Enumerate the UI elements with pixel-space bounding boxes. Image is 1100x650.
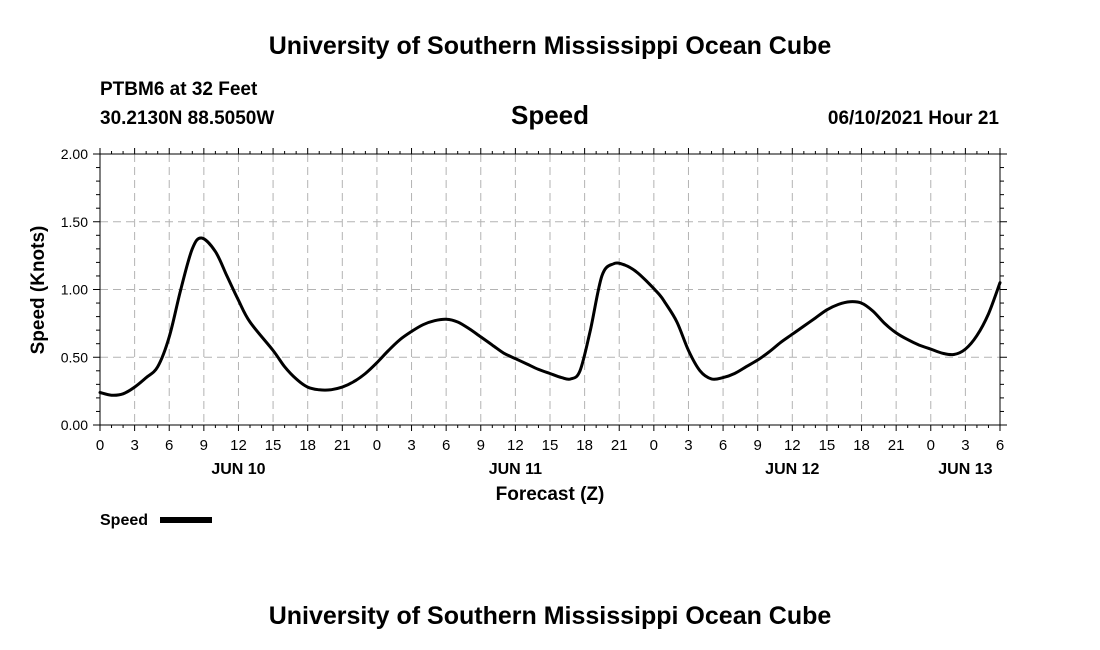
x-tick-label: 6 xyxy=(442,437,450,454)
top-title: University of Southern Mississippi Ocean… xyxy=(269,32,832,60)
bottom-title: University of Southern Mississippi Ocean… xyxy=(269,602,832,630)
x-tick-label: 12 xyxy=(230,437,247,454)
location-label: 30.2130N 88.5050W xyxy=(100,108,274,129)
x-tick-label: 18 xyxy=(853,437,870,454)
x-tick-label: 0 xyxy=(373,437,381,454)
x-tick-label: 15 xyxy=(265,437,282,454)
legend-label: Speed xyxy=(100,512,148,529)
x-tick-label: 0 xyxy=(650,437,658,454)
legend-swatch xyxy=(160,517,212,523)
x-tick-label: 9 xyxy=(754,437,762,454)
x-axis-label: Forecast (Z) xyxy=(496,484,605,505)
x-tick-label: 21 xyxy=(611,437,628,454)
x-tick-label: 3 xyxy=(961,437,969,454)
x-tick-label: 6 xyxy=(165,437,173,454)
y-tick-label: 2.00 xyxy=(61,146,88,162)
y-axis-label: Speed (Knots) xyxy=(28,226,49,355)
x-tick-label: 18 xyxy=(576,437,593,454)
x-tick-label: 0 xyxy=(927,437,935,454)
plot-frame xyxy=(99,153,1001,426)
x-tick-label: 9 xyxy=(200,437,208,454)
x-tick-label: 3 xyxy=(407,437,415,454)
date-label: JUN 10 xyxy=(211,461,265,478)
speed-series-line xyxy=(98,236,1002,397)
y-tick-label: 1.50 xyxy=(61,214,88,230)
x-tick-label: 6 xyxy=(719,437,727,454)
x-tick-label: 3 xyxy=(684,437,692,454)
x-tick-label: 18 xyxy=(299,437,316,454)
chart-title: Speed xyxy=(511,100,589,130)
x-tick-label: 3 xyxy=(130,437,138,454)
y-tick-label: 0.00 xyxy=(61,417,88,433)
date-label: JUN 11 xyxy=(489,461,542,478)
x-tick-label: 12 xyxy=(507,437,524,454)
x-tick-label: 0 xyxy=(96,437,104,454)
x-tick-label: 6 xyxy=(996,437,1004,454)
station-label: PTBM6 at 32 Feet xyxy=(100,79,258,100)
x-tick-label: 12 xyxy=(784,437,801,454)
y-tick-labels: 0.00 0.50 1.00 1.50 2.00 xyxy=(61,146,88,433)
date-label: JUN 12 xyxy=(765,461,819,478)
x-tick-label: 15 xyxy=(819,437,836,454)
y-tick-label: 1.00 xyxy=(61,282,88,298)
datetime-label: 06/10/2021 Hour 21 xyxy=(828,108,1000,129)
x-tick-labels: 0 3 6 9 12 15 18 21 0 3 6 9 12 15 18 21 0 3 6 9 12 15 18 21 0 3 6 xyxy=(96,437,1004,454)
date-label: JUN 13 xyxy=(938,461,992,478)
grid-lines xyxy=(100,154,1000,425)
x-tick-label: 21 xyxy=(888,437,905,454)
x-tick-label: 21 xyxy=(334,437,351,454)
date-labels: JUN 10 JUN 11 JUN 12 JUN 13 xyxy=(211,461,992,478)
x-tick-label: 9 xyxy=(477,437,485,454)
x-tick-label: 15 xyxy=(542,437,559,454)
y-tick-label: 0.50 xyxy=(61,349,88,365)
